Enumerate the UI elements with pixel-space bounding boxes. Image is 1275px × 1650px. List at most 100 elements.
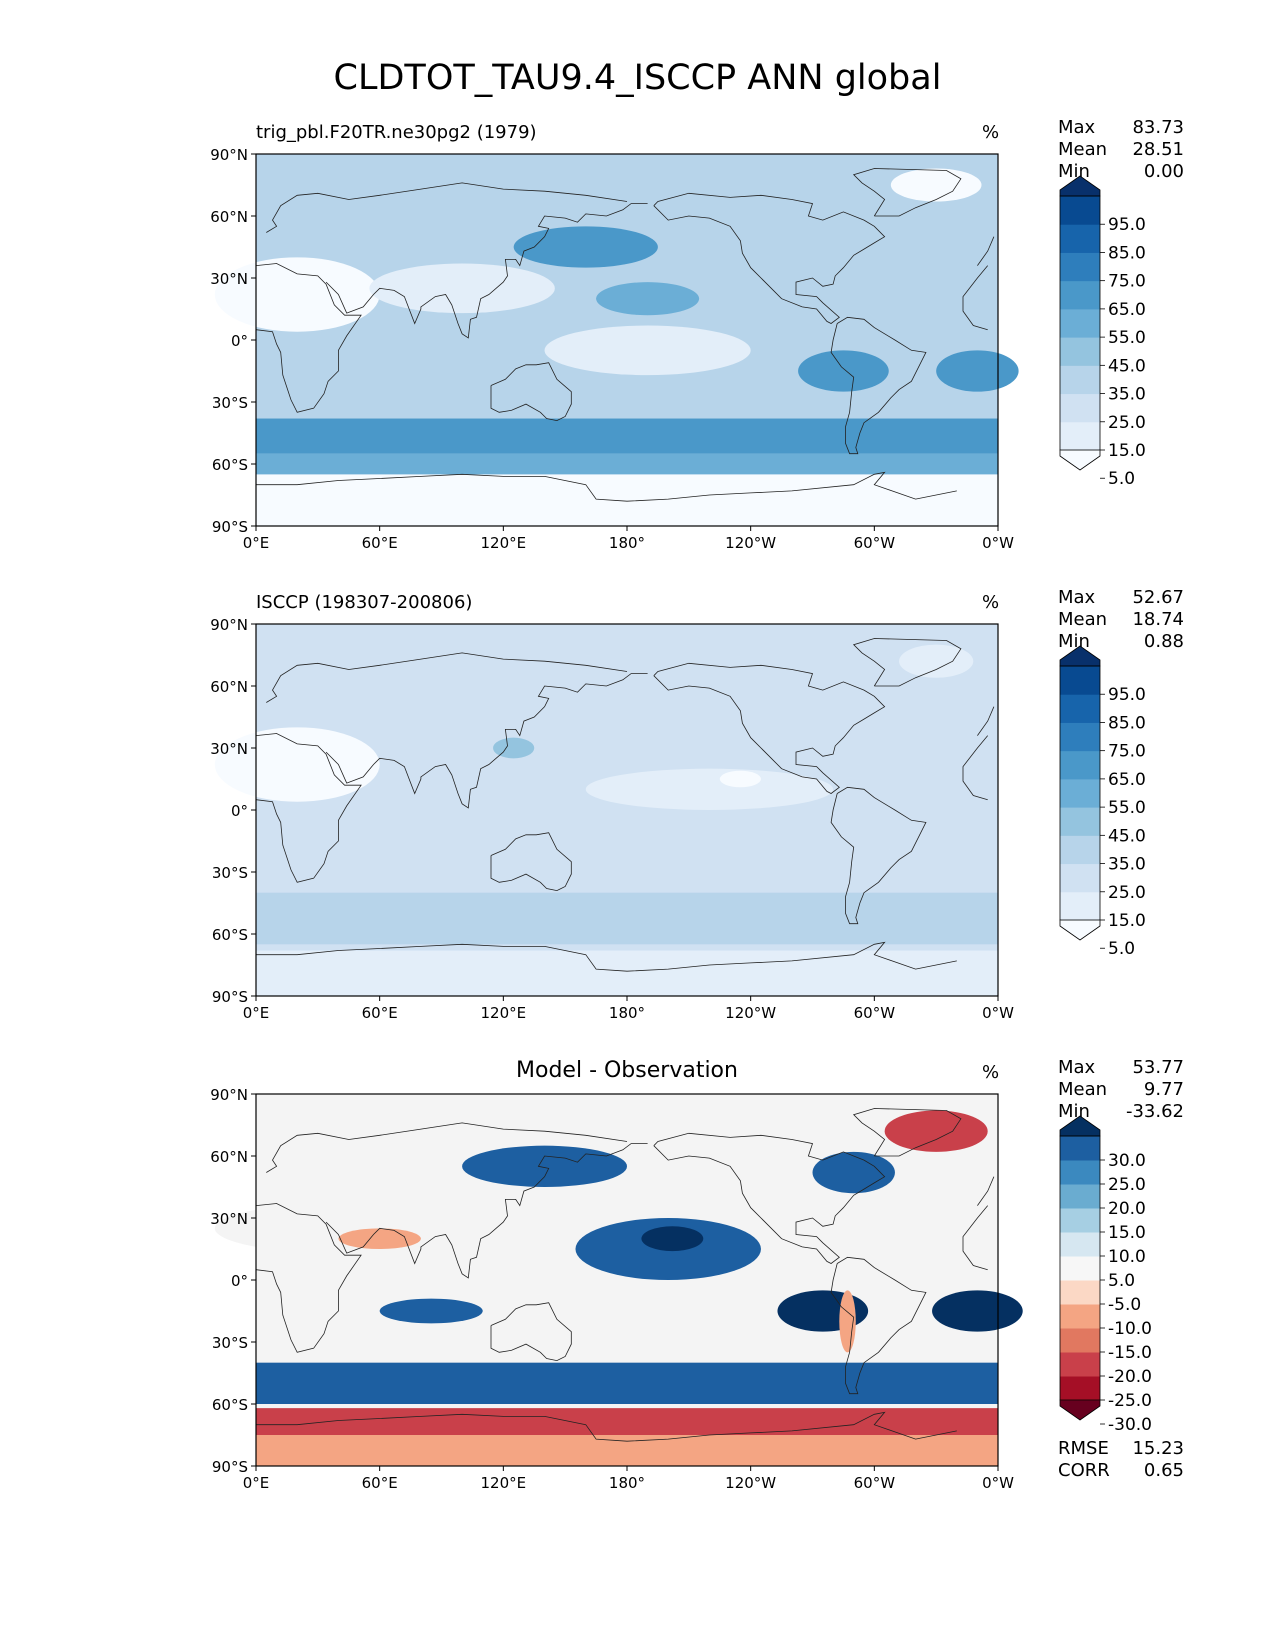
lon-tick-label: 60°E	[362, 1004, 398, 1022]
panel-model-units: %	[982, 122, 1000, 143]
coastline	[325, 1143, 648, 1279]
sahara-blob	[214, 1203, 463, 1254]
colorbar-tick-label: 30.0	[1108, 1151, 1146, 1171]
coastline	[830, 316, 927, 455]
colorbar-tick-label: 25.0	[1108, 883, 1146, 903]
lat-tick-label: 90°S	[212, 988, 248, 1006]
pacific-blob	[585, 768, 834, 810]
colorbar-obs: 95.0 85.0 75.0 65.0 55.0 45.0 35.0 25.0 15.0 5.0	[1059, 645, 1146, 959]
colorbar-tick-label: 75.0	[1108, 742, 1146, 762]
lat-tick-label: 60°S	[212, 456, 248, 474]
lat-tick-label: 30°S	[212, 864, 248, 882]
colorbar-tick-label: 95.0	[1108, 685, 1146, 705]
coastline	[266, 182, 995, 266]
colorbar-tick-label: -5.0	[1108, 1295, 1141, 1315]
stat-label: Max	[1058, 117, 1096, 138]
lon-tick-label: 60°W	[854, 1474, 896, 1492]
lon-tick-label: 120°E	[481, 534, 527, 552]
map-axes: 90°N 60°N 30°N 0° 30°S 60°S 90°S0°E 60°E 120°E 18…	[210, 1086, 1014, 1492]
colorbar-tick-label: 65.0	[1108, 300, 1146, 320]
colorbar-tick-label: -10.0	[1108, 1319, 1152, 1339]
siberia-blob	[462, 1145, 627, 1188]
colorbar-segment	[1060, 835, 1100, 865]
greenland-blob	[890, 168, 982, 202]
stat-label: Mean	[1058, 609, 1108, 630]
colorbar-tick-label: 85.0	[1108, 713, 1146, 733]
coastline	[255, 1203, 989, 1353]
colorbar-segment	[1060, 337, 1100, 366]
stat-min: Min 0.88	[1058, 631, 1184, 653]
stat-label: Min	[1058, 631, 1090, 652]
storm-track-band	[256, 453, 998, 475]
colorbar-tick-label: 75.0	[1108, 272, 1146, 292]
colorbar-segment	[1060, 1208, 1100, 1233]
colorbar-segment	[1060, 750, 1100, 780]
sahara-blob	[214, 257, 380, 332]
stat-value: 0.65	[1143, 1460, 1184, 1481]
stat-mean: Mean 28.51	[1058, 139, 1184, 161]
colorbar-segment	[1060, 1328, 1100, 1353]
lat-tick-label: 0°	[231, 332, 248, 350]
colorbar-tick-label: 35.0	[1108, 385, 1146, 405]
lat-tick-label: 30°N	[210, 740, 248, 758]
coastline	[256, 941, 957, 972]
stat-min: Min -33.62	[1058, 1101, 1184, 1123]
colorbar-diff: 30.0 25.0 20.0 15.0 10.0 5.0 -5.0 -10.0 -15.0 -20…	[1059, 1115, 1152, 1435]
lat-tick-label: 30°N	[210, 270, 248, 288]
colorbar-tick-label: 45.0	[1108, 826, 1146, 846]
colorbar-frame	[1059, 1135, 1101, 1401]
panel-diff-title: Model - Observation	[516, 1058, 738, 1083]
coastline	[256, 1411, 957, 1442]
colorbar-tick-label: 45.0	[1108, 356, 1146, 376]
colorbar-tick-label: 25.0	[1108, 413, 1146, 433]
coastline	[852, 168, 962, 217]
colorbar-segment	[1060, 1160, 1100, 1185]
colorbar-tick-label: 55.0	[1108, 328, 1146, 348]
npac-blob	[513, 226, 658, 268]
panel-model-stats: Max 83.73 Mean 28.51 Min 0.00	[1058, 117, 1184, 183]
colorbar-segment	[1060, 252, 1100, 282]
antarctic-neg-band	[256, 1408, 998, 1435]
stat-label: Mean	[1058, 1079, 1108, 1100]
colorbar-segment	[1060, 1352, 1100, 1377]
lon-tick-label: 180°	[609, 1474, 645, 1492]
colorbar-frame	[1059, 665, 1101, 921]
namibia-core-blob	[932, 1290, 1023, 1332]
colorbar-segment	[1060, 891, 1100, 921]
stat-label: RMSE	[1058, 1438, 1109, 1459]
colorbar-tick-label: 5.0	[1108, 1271, 1135, 1291]
lat-tick-label: 90°S	[212, 1458, 248, 1476]
colorbar-segment	[1060, 778, 1100, 808]
lon-tick-label: 60°W	[854, 1004, 896, 1022]
lon-tick-label: 60°E	[362, 1474, 398, 1492]
lon-tick-label: 0°E	[243, 534, 270, 552]
lat-tick-label: 60°S	[212, 926, 248, 944]
colorbar-segment	[1060, 1280, 1100, 1305]
coastline	[490, 832, 572, 892]
lon-tick-label: 0°W	[982, 1474, 1014, 1492]
china-blob	[493, 737, 535, 759]
colorbar-min-extension	[1059, 1399, 1101, 1421]
colorbar-segment	[1060, 1184, 1100, 1209]
hawaii-blob	[596, 282, 700, 316]
stat-value: -33.62	[1125, 1101, 1184, 1122]
colorbar-segment	[1060, 196, 1100, 225]
colorbar-frame	[1059, 195, 1101, 451]
polar-band	[256, 950, 998, 996]
stat-value: 9.77	[1143, 1079, 1184, 1100]
pacific-clear-blob	[719, 770, 761, 788]
lon-tick-label: 120°W	[725, 1474, 776, 1492]
colorbar-tick-label: 55.0	[1108, 798, 1146, 818]
arabia-pos-blob	[338, 1228, 421, 1249]
colorbar-segment	[1060, 1256, 1100, 1281]
map-field-model	[214, 153, 1019, 527]
colorbar-tick-label: 35.0	[1108, 855, 1146, 875]
lat-tick-label: 30°N	[210, 1210, 248, 1228]
stat-max: Max 53.77	[1058, 1057, 1184, 1079]
colorbar-model: 95.0 85.0 75.0 65.0 55.0 45.0 35.0 25.0 15.0 5.0	[1059, 175, 1146, 489]
colorbar-segment	[1060, 694, 1100, 723]
storm-track-band	[256, 892, 998, 945]
stat-label: Min	[1058, 161, 1090, 182]
lon-tick-label: 0°W	[982, 1004, 1014, 1022]
